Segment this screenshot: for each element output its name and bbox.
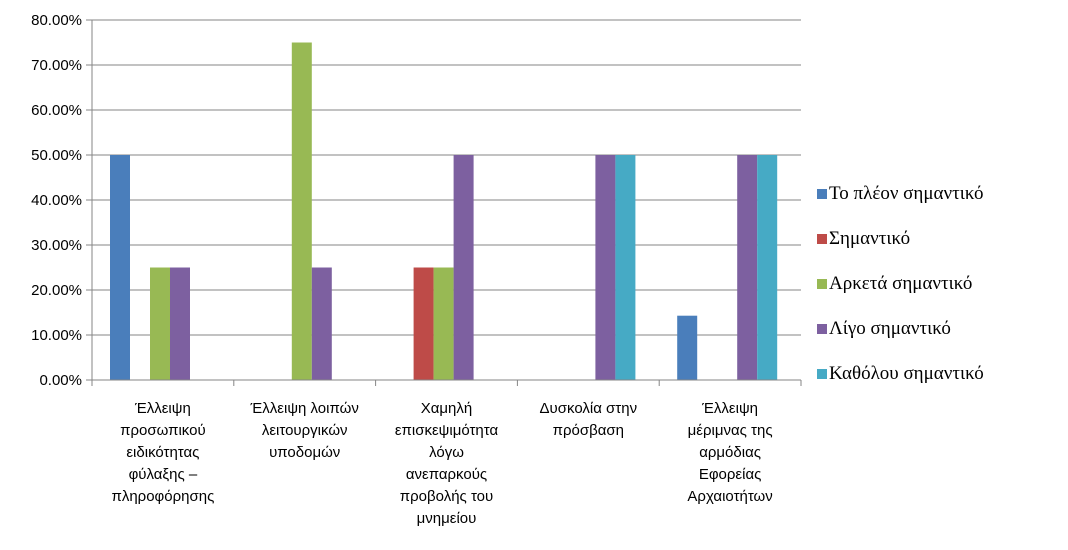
legend-swatch xyxy=(817,189,827,199)
bar xyxy=(312,268,332,381)
y-tick-label: 40.00% xyxy=(31,192,82,209)
bar xyxy=(150,268,170,381)
y-tick-label: 80.00% xyxy=(31,12,82,29)
y-tick-label: 30.00% xyxy=(31,237,82,254)
y-tick-label: 10.00% xyxy=(31,327,82,344)
bar xyxy=(677,316,697,380)
bar xyxy=(414,268,434,381)
y-tick-label: 60.00% xyxy=(31,102,82,119)
x-axis-categories: Έλλειψη προσωπικού ειδικότητας φύλαξης – πλη… xyxy=(111,400,772,527)
bar xyxy=(170,268,190,381)
bar xyxy=(757,155,777,380)
bar xyxy=(615,155,635,380)
legend-label: Αρκετά σημαντικό xyxy=(829,273,972,294)
y-tick-label: 70.00% xyxy=(31,57,82,74)
legend-label: Καθόλου σημαντικό xyxy=(829,363,984,384)
legend-swatch xyxy=(817,324,827,334)
x-category-label: Έλλειψη προσωπικού ειδικότητας φύλαξης – πλη… xyxy=(111,400,214,505)
x-category-label: Έλλειψη λοιπών λειτουργικών υποδομών xyxy=(250,400,359,461)
legend-label: Σημαντικό xyxy=(829,228,910,249)
bar xyxy=(737,155,757,380)
legend-label: Το πλέον σημαντικό xyxy=(829,183,984,204)
bar xyxy=(454,155,474,380)
bar xyxy=(434,268,454,381)
y-tick-label: 20.00% xyxy=(31,282,82,299)
x-category-label: Χαμηλή επισκεψιμότητα λόγω ανεπαρκούς προβολ… xyxy=(395,400,499,527)
bar xyxy=(595,155,615,380)
legend: Το πλέον σημαντικό Σημαντικό Αρκετά σημαντ… xyxy=(817,183,984,384)
legend-swatch xyxy=(817,234,827,244)
y-tick-label: 50.00% xyxy=(31,147,82,164)
y-tick-label: 0.00% xyxy=(39,372,82,389)
legend-swatch xyxy=(817,279,827,289)
x-category-label: Έλλειψη μέριμνας της αρμόδιας Εφορείας Αρχαι… xyxy=(687,400,772,505)
bar xyxy=(110,155,130,380)
legend-label: Λίγο σημαντικό xyxy=(829,318,951,339)
y-axis-ticks: 0.00% 10.00% 20.00% 30.00% 40.00% 50.00% 60.00… xyxy=(31,12,82,389)
bar xyxy=(292,43,312,381)
bars xyxy=(110,43,777,381)
legend-swatch xyxy=(817,369,827,379)
x-category-label: Δυσκολία στην πρόσβαση xyxy=(540,400,638,439)
